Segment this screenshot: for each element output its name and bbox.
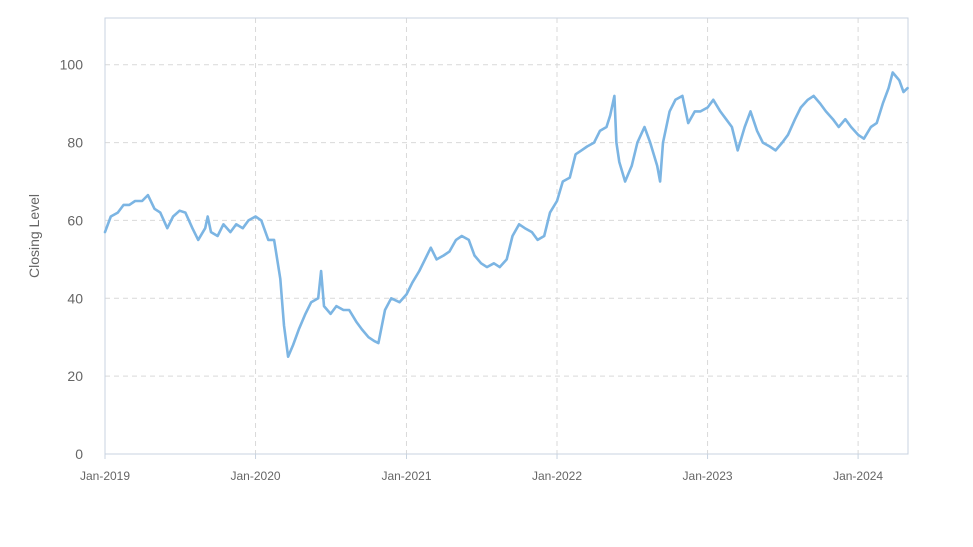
y-tick-label: 60 bbox=[67, 212, 83, 228]
x-tick-label: Jan-2020 bbox=[231, 469, 281, 483]
plot-frame bbox=[104, 17, 909, 455]
x-tick-label: Jan-2023 bbox=[683, 469, 733, 483]
y-axis-ticks: 0 20 40 60 80 100 bbox=[60, 57, 84, 462]
grid-lines bbox=[105, 18, 908, 454]
series-line bbox=[103, 71, 909, 358]
y-tick-label: 80 bbox=[67, 135, 83, 151]
y-tick-label: 0 bbox=[75, 446, 83, 462]
y-tick-label: 20 bbox=[67, 368, 83, 384]
y-axis-title: Closing Level bbox=[26, 194, 42, 278]
x-tick-label: Jan-2022 bbox=[532, 469, 582, 483]
x-tick-label: Jan-2024 bbox=[833, 469, 883, 483]
y-tick-label: 40 bbox=[67, 290, 83, 306]
series-layer bbox=[103, 71, 909, 358]
y-tick-label: 100 bbox=[60, 57, 84, 73]
x-tick-label: Jan-2021 bbox=[381, 469, 431, 483]
x-tick-label: Jan-2019 bbox=[80, 469, 130, 483]
x-axis-ticks: Jan-2019 Jan-2020 Jan-2021 Jan-2022 Jan-2023… bbox=[80, 454, 883, 483]
